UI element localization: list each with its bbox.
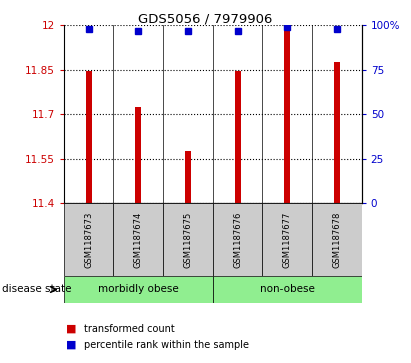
Text: morbidly obese: morbidly obese — [98, 285, 178, 294]
Text: GSM1187677: GSM1187677 — [283, 211, 292, 268]
Text: GSM1187675: GSM1187675 — [183, 212, 192, 268]
Text: disease state: disease state — [2, 285, 72, 294]
Bar — [135, 107, 141, 203]
Bar — [64, 276, 213, 303]
Text: transformed count: transformed count — [84, 323, 175, 334]
Bar — [312, 203, 362, 276]
Bar — [185, 151, 191, 203]
Text: percentile rank within the sample: percentile rank within the sample — [84, 340, 249, 350]
Text: GSM1187678: GSM1187678 — [332, 211, 342, 268]
Text: GSM1187674: GSM1187674 — [134, 212, 143, 268]
Text: GDS5056 / 7979906: GDS5056 / 7979906 — [139, 13, 272, 26]
Bar — [334, 62, 340, 203]
Text: ■: ■ — [66, 323, 76, 334]
Text: non-obese: non-obese — [260, 285, 315, 294]
Bar — [262, 203, 312, 276]
Bar — [85, 72, 92, 203]
Bar — [113, 203, 163, 276]
Text: ■: ■ — [66, 340, 76, 350]
Bar — [213, 203, 262, 276]
Bar — [64, 203, 113, 276]
Bar — [213, 276, 362, 303]
Bar — [235, 72, 240, 203]
Text: GSM1187673: GSM1187673 — [84, 211, 93, 268]
Text: GSM1187676: GSM1187676 — [233, 211, 242, 268]
Bar — [163, 203, 213, 276]
Bar — [284, 31, 290, 203]
